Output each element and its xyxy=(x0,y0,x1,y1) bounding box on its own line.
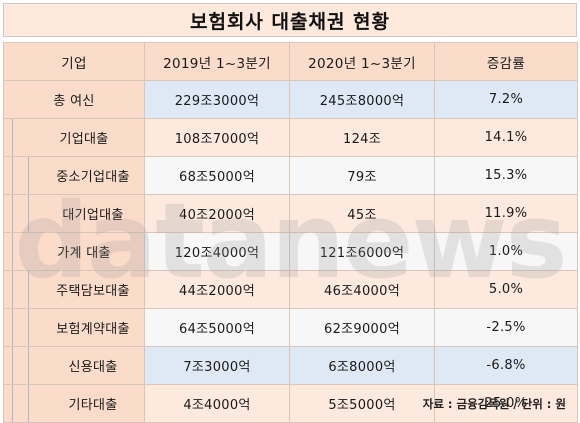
cell-rate: 1.0% xyxy=(434,232,578,271)
cell-rate: 25.0% xyxy=(434,384,578,423)
table-header-row: 기업 2019년 1~3분기 2020년 1~3분기 증감률 xyxy=(3,42,578,81)
row-label: 기타대출 xyxy=(3,384,145,423)
header-category: 기업 xyxy=(3,42,145,81)
table-row-policy-loan: 보험계약대출 64조5000억 62조9000억 -2.5% xyxy=(3,308,578,347)
cell-rate: 15.3% xyxy=(434,156,578,195)
row-label: 신용대출 xyxy=(3,346,145,385)
header-2019: 2019년 1~3분기 xyxy=(144,42,290,81)
table-row-sme: 중소기업대출 68조5000억 79조 15.3% xyxy=(3,156,578,195)
cell-rate: -2.5% xyxy=(434,308,578,347)
table-row-mortgage: 주택담보대출 44조2000억 46조4000억 5.0% xyxy=(3,270,578,309)
row-label-text: 신용대출 xyxy=(68,360,118,375)
cell-2019: 7조3000억 xyxy=(144,346,290,385)
row-label-text: 기타대출 xyxy=(68,398,118,413)
source-note: 자료 : 금융감독원 / 단위 : 원 xyxy=(422,397,566,411)
header-rate: 증감률 xyxy=(434,42,578,81)
cell-2020: 124조 xyxy=(289,118,435,157)
loan-table: 기업 2019년 1~3분기 2020년 1~3분기 증감률 총 여신 229조… xyxy=(3,42,578,423)
row-label-text: 기업대출 xyxy=(59,132,109,147)
cell-2020: 6조8000억 xyxy=(289,346,435,385)
row-label-text: 주택담보대출 xyxy=(56,284,130,299)
cell-2019: 44조2000억 xyxy=(144,270,290,309)
cell-2019: 108조7000억 xyxy=(144,118,290,157)
table-row-corporate: 기업대출 108조7000억 124조 14.1% xyxy=(3,118,578,157)
table-row-credit: 신용대출 7조3000억 6조8000억 -6.8% xyxy=(3,346,578,385)
cell-rate: 14.1% xyxy=(434,118,578,157)
row-label-text: 가계 대출 xyxy=(57,246,111,261)
cell-2019: 4조4000억 xyxy=(144,384,290,423)
cell-2020: 5조5000억 xyxy=(289,384,435,423)
table-row-household: 가계 대출 120조4000억 121조6000억 1.0% xyxy=(3,232,578,271)
cell-2020: 45조 xyxy=(289,194,435,233)
cell-2020: 62조9000억 xyxy=(289,308,435,347)
cell-2020: 79조 xyxy=(289,156,435,195)
cell-2020: 46조4000억 xyxy=(289,270,435,309)
cell-2019: 40조2000억 xyxy=(144,194,290,233)
row-label: 보험계약대출 xyxy=(3,308,145,347)
cell-2019: 64조5000억 xyxy=(144,308,290,347)
cell-2019: 229조3000억 xyxy=(144,80,290,119)
row-label: 총 여신 xyxy=(3,80,145,119)
cell-2020: 245조8000억 xyxy=(289,80,435,119)
cell-rate: 11.9% xyxy=(434,194,578,233)
cell-2019: 120조4000억 xyxy=(144,232,290,271)
page-title: 보험회사 대출채권 현황 xyxy=(3,3,577,37)
row-label: 기업대출 xyxy=(3,118,145,157)
cell-rate: 5.0% xyxy=(434,270,578,309)
cell-rate: 7.2% xyxy=(434,80,578,119)
table-row-large-corp: 대기업대출 40조2000억 45조 11.9% xyxy=(3,194,578,233)
row-label: 대기업대출 xyxy=(3,194,145,233)
header-2020: 2020년 1~3분기 xyxy=(289,42,435,81)
row-label: 중소기업대출 xyxy=(3,156,145,195)
row-label-text: 보험계약대출 xyxy=(56,322,130,337)
row-label-text: 대기업대출 xyxy=(62,208,124,223)
table-row-other: 기타대출 4조4000억 5조5000억 25.0% xyxy=(3,384,578,423)
cell-2020: 121조6000억 xyxy=(289,232,435,271)
row-label: 가계 대출 xyxy=(3,232,145,271)
row-label-text: 중소기업대출 xyxy=(56,170,130,185)
row-label: 주택담보대출 xyxy=(3,270,145,309)
cell-rate: -6.8% xyxy=(434,346,578,385)
table-row-total: 총 여신 229조3000억 245조8000억 7.2% xyxy=(3,80,578,119)
cell-2019: 68조5000억 xyxy=(144,156,290,195)
